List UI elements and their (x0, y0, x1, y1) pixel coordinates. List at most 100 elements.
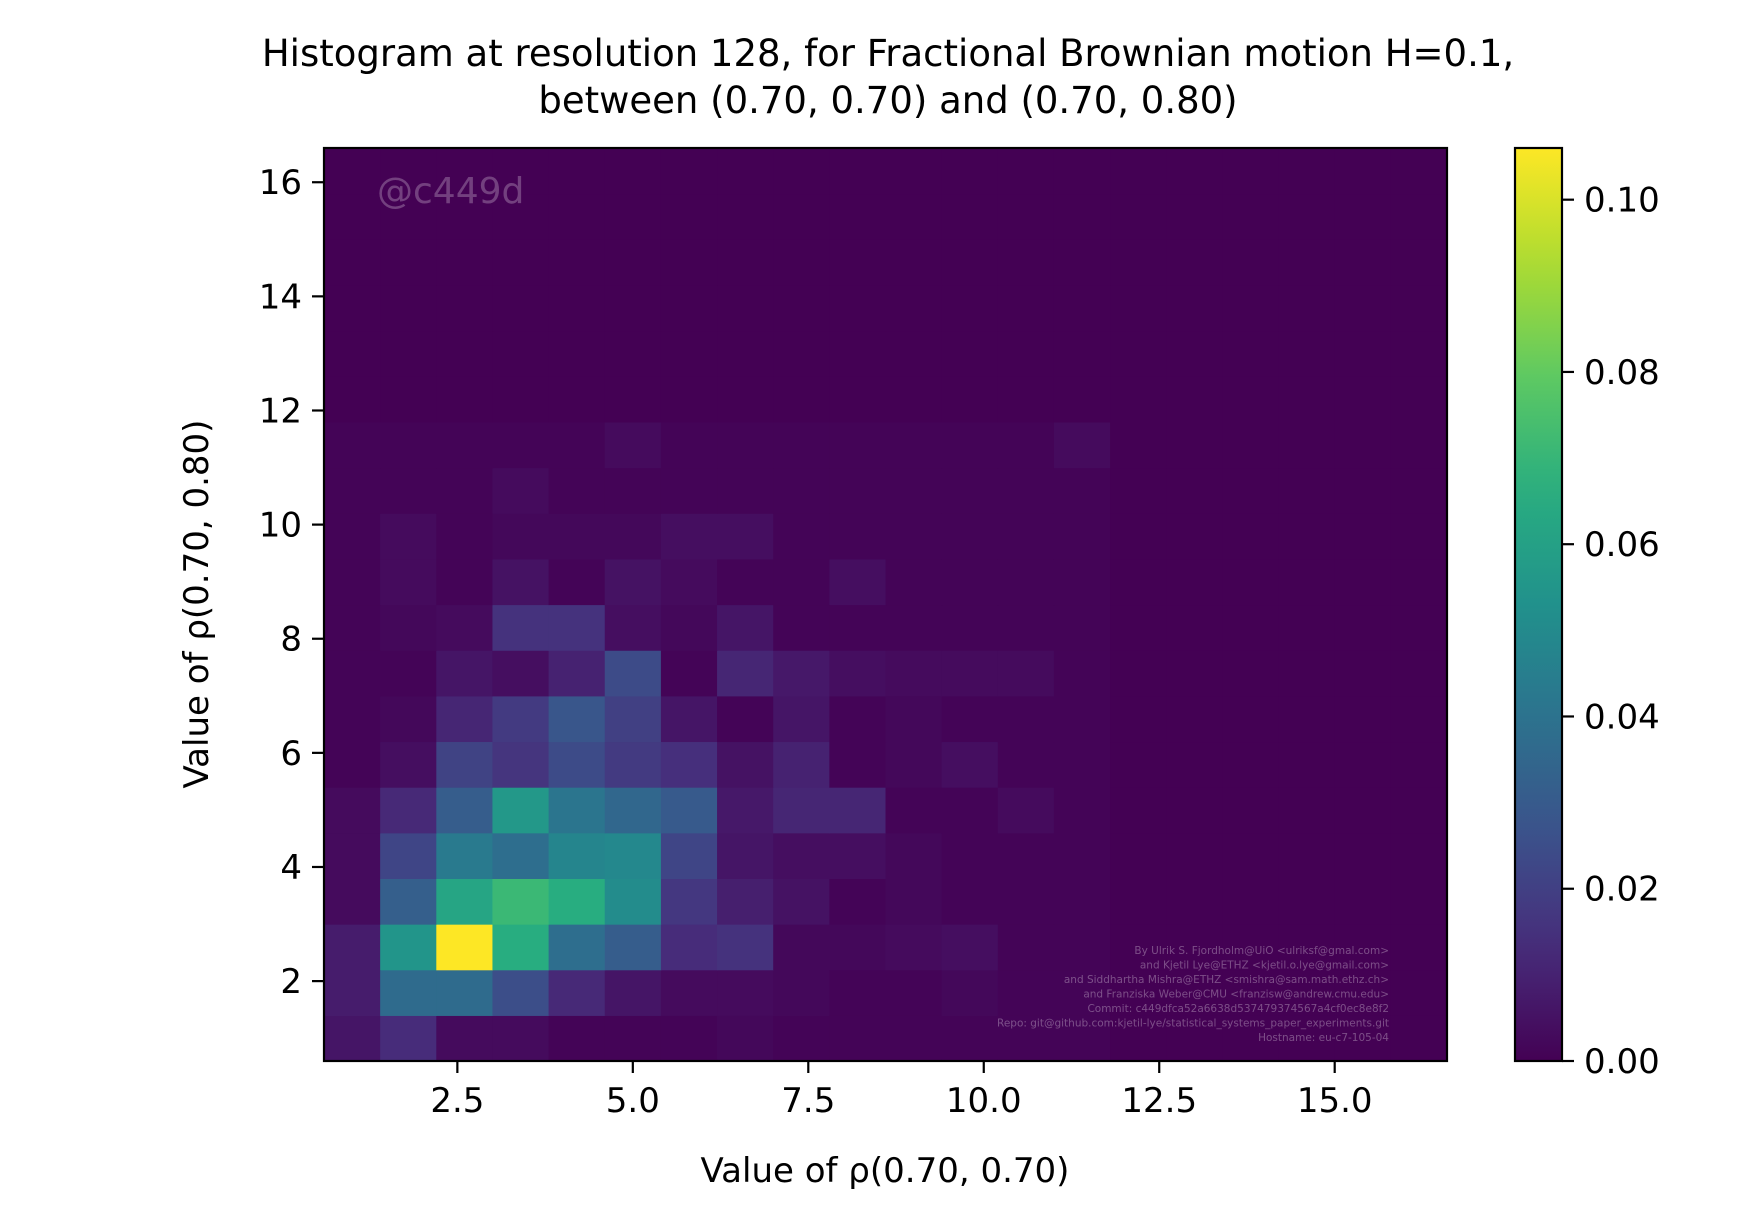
heatmap-cell (997, 741, 1055, 788)
heatmap-cell (324, 148, 381, 195)
heatmap-cell (1390, 421, 1448, 469)
heatmap-cell (1222, 650, 1280, 697)
heatmap-cell (436, 878, 494, 925)
chart-title-line1: Histogram at resolution 128, for Fractio… (262, 32, 1514, 75)
heatmap-cell (1166, 421, 1223, 469)
heatmap-cell (773, 695, 830, 743)
colorbar-ticks: 0.00 0.02 0.04 0.06 0.08 0.10 (1562, 181, 1660, 1082)
heatmap-cell (1166, 467, 1223, 514)
heatmap-cell (604, 787, 662, 834)
heatmap-cell (773, 787, 830, 834)
heatmap-cell (436, 741, 494, 788)
heatmap-cell (1222, 558, 1280, 606)
heatmap-cell (885, 376, 943, 423)
y-tick-label: 4 (280, 848, 302, 888)
heatmap-cell (1166, 284, 1223, 332)
heatmap-cell (380, 650, 437, 697)
heatmap-cell (941, 924, 999, 971)
heatmap-cell (660, 513, 718, 560)
heatmap-cell (660, 604, 718, 651)
heatmap-cell (1053, 604, 1111, 651)
heatmap-cell (1278, 330, 1336, 377)
heatmap-cell (1110, 193, 1167, 240)
heatmap-cell (717, 604, 774, 651)
heatmap-cell (1390, 284, 1448, 332)
heatmap-cell (885, 284, 943, 332)
heatmap-cell (436, 513, 494, 560)
heatmap-cell (660, 1015, 718, 1062)
heatmap-cell (1053, 193, 1111, 240)
heatmap-cell (1278, 513, 1336, 560)
heatmap-cell (941, 376, 999, 423)
heatmap-cell (660, 330, 718, 377)
heatmap-cell (829, 604, 887, 651)
heatmap-cell (492, 467, 550, 514)
heatmap-cell (492, 376, 550, 423)
heatmap-cell (380, 969, 437, 1016)
heatmap-cell (1166, 376, 1223, 423)
heatmap-cell (997, 1015, 1055, 1062)
heatmap-cell (492, 239, 550, 286)
heatmap-cell (436, 695, 494, 743)
credit-line: Hostname: eu-c7-105-04 (1258, 1032, 1389, 1044)
heatmap-cell (324, 558, 381, 606)
heatmap-cell (1110, 969, 1167, 1016)
heatmap-cell (717, 239, 774, 286)
heatmap-cell (1334, 284, 1392, 332)
heatmap-cell (773, 148, 830, 195)
heatmap-cell (1110, 239, 1167, 286)
heatmap-cell (380, 376, 437, 423)
heatmap-cell (548, 558, 606, 606)
heatmap-cell (1278, 969, 1336, 1016)
heatmap-cell (324, 969, 381, 1016)
y-tick-label: 6 (280, 734, 302, 774)
heatmap-cell (1110, 695, 1167, 743)
heatmap-cell (1222, 284, 1280, 332)
heatmap-cell (1110, 421, 1167, 469)
heatmap-cell (324, 878, 381, 925)
heatmap-cell (1334, 832, 1392, 879)
heatmap-cell (1053, 878, 1111, 925)
heatmap-cell (380, 695, 437, 743)
heatmap-cell (1334, 1015, 1392, 1062)
heatmap-cell (324, 239, 381, 286)
heatmap-cell (660, 193, 718, 240)
heatmap-cell (1166, 1015, 1223, 1062)
heatmap-cell (660, 878, 718, 925)
heatmap-cell (885, 148, 943, 195)
heatmap-cell (324, 513, 381, 560)
heatmap-cell (941, 741, 999, 788)
heatmap-cell (829, 513, 887, 560)
heatmap-cell (997, 695, 1055, 743)
heatmap-cell (717, 558, 774, 606)
heatmap-cell (997, 787, 1055, 834)
heatmap-cell (660, 741, 718, 788)
heatmap-cell (1222, 421, 1280, 469)
heatmap-cell (829, 695, 887, 743)
heatmap-cell (717, 969, 774, 1016)
heatmap-cell (1222, 193, 1280, 240)
heatmap-cell (324, 604, 381, 651)
heatmap-cell (1334, 695, 1392, 743)
heatmap-cell (604, 284, 662, 332)
heatmap-cell (1053, 421, 1111, 469)
heatmap-cell (1390, 193, 1448, 240)
watermark: @c449d (377, 171, 524, 212)
heatmap-cell (1278, 239, 1336, 286)
credit-line: Commit: c449dfca52a6638d537479374567a4cf… (1087, 1003, 1389, 1015)
heatmap-cell (1222, 832, 1280, 879)
heatmap-cell (1110, 650, 1167, 697)
heatmap-cell (604, 924, 662, 971)
x-tick-label: 15.0 (1297, 1081, 1373, 1121)
credit-line: Repo: git@github.com:kjetil-lye/statisti… (997, 1018, 1389, 1030)
heatmap-cell (773, 832, 830, 879)
heatmap-cell (548, 604, 606, 651)
heatmap-cell (492, 330, 550, 377)
colorbar-tick-label: 0.10 (1584, 181, 1660, 221)
heatmap-cell (717, 1015, 774, 1062)
heatmap-cell (1222, 467, 1280, 514)
heatmap-cell (885, 330, 943, 377)
heatmap-cell (1390, 330, 1448, 377)
heatmap-cell (1053, 924, 1111, 971)
heatmap-cell (1334, 604, 1392, 651)
